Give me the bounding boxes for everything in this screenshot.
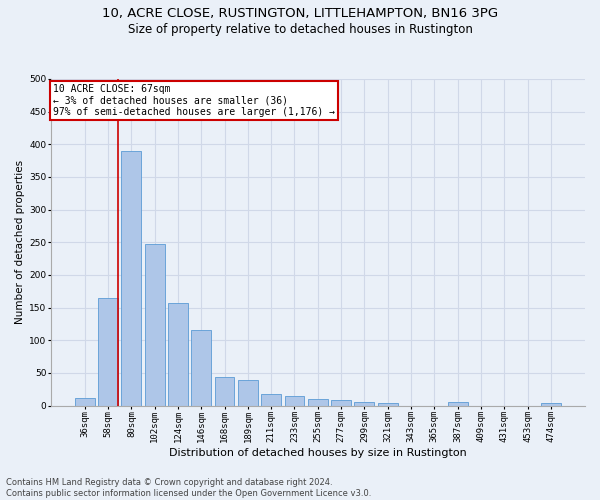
Bar — [355, 402, 374, 406]
Bar — [308, 399, 328, 406]
Bar — [541, 403, 561, 406]
Bar — [261, 394, 281, 406]
Bar — [75, 398, 95, 406]
Y-axis label: Number of detached properties: Number of detached properties — [15, 160, 25, 324]
Bar — [284, 396, 304, 406]
Text: 10 ACRE CLOSE: 67sqm
← 3% of detached houses are smaller (36)
97% of semi-detach: 10 ACRE CLOSE: 67sqm ← 3% of detached ho… — [53, 84, 335, 117]
Bar — [331, 400, 351, 406]
Text: 10, ACRE CLOSE, RUSTINGTON, LITTLEHAMPTON, BN16 3PG: 10, ACRE CLOSE, RUSTINGTON, LITTLEHAMPTO… — [102, 8, 498, 20]
X-axis label: Distribution of detached houses by size in Rustington: Distribution of detached houses by size … — [169, 448, 467, 458]
Bar — [238, 380, 258, 406]
Bar — [168, 303, 188, 406]
Bar — [191, 330, 211, 406]
Bar — [378, 403, 398, 406]
Bar — [145, 244, 164, 406]
Bar — [215, 378, 235, 406]
Text: Contains HM Land Registry data © Crown copyright and database right 2024.
Contai: Contains HM Land Registry data © Crown c… — [6, 478, 371, 498]
Bar — [448, 402, 467, 406]
Bar — [121, 151, 141, 406]
Text: Size of property relative to detached houses in Rustington: Size of property relative to detached ho… — [128, 22, 472, 36]
Bar — [98, 298, 118, 406]
